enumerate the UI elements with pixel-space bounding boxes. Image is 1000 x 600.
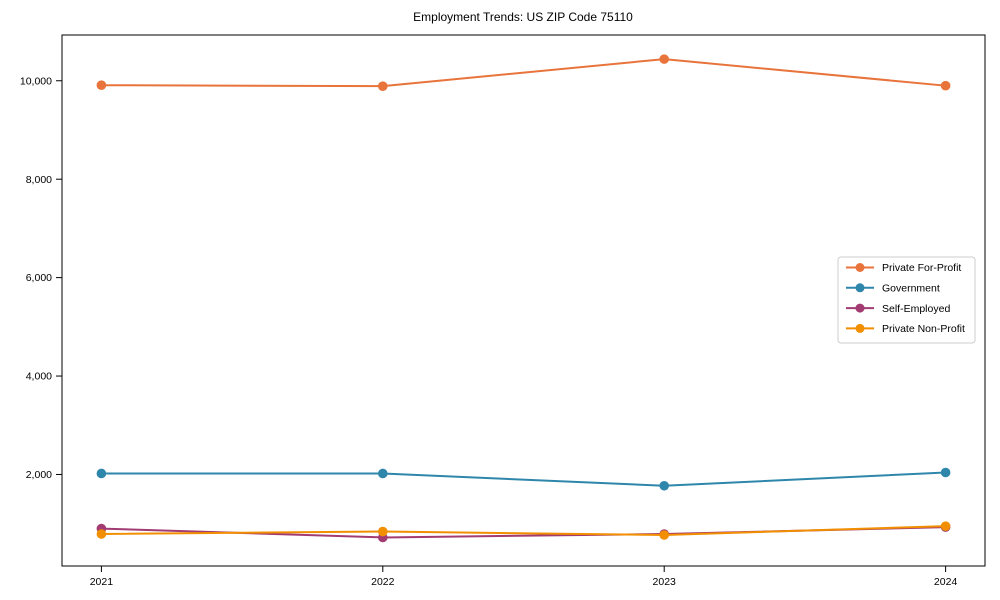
legend-item-government: Government (846, 283, 940, 295)
x-axis-tick-label: 2021 (90, 576, 114, 588)
plot-frame (61, 34, 986, 567)
legend-label-self-employed: Self-Employed (882, 303, 950, 315)
y-axis-tick-label: 8,000 (26, 174, 52, 186)
legend: Private For-Profit Government Self-Employe… (837, 256, 976, 344)
y-axis-tick-label: 4,000 (26, 371, 52, 383)
legend-box (837, 256, 976, 344)
legend-label-government: Government (882, 283, 940, 295)
series-line-private-non-profit (100, 525, 947, 536)
data-point-private-for-profit (940, 80, 951, 91)
data-point-private-for-profit (377, 81, 388, 91)
legend-dot-marker-private-for-profit (855, 263, 865, 272)
y-axis-tick-label: 10,000 (20, 75, 52, 87)
chart-title: Employment Trends: US ZIP Code 75110 (413, 10, 633, 24)
legend-item-self-employed: Self-Employed (846, 303, 950, 315)
y-axis-tick-label: 6,000 (26, 272, 52, 284)
plot-area: 2,000 4,000 6,000 8,000 10,000 2021 2022 2023 20… (20, 34, 986, 588)
legend-item-private-non-profit: Private Non-Profit (846, 323, 965, 335)
data-point-government (659, 480, 670, 491)
data-point-private-for-profit (96, 80, 107, 90)
legend-item-private-for-profit: Private For-Profit (846, 262, 961, 274)
data-point-private-non-profit (96, 529, 107, 539)
data-point-private-non-profit (940, 521, 951, 531)
data-point-private-for-profit (659, 54, 670, 64)
data-point-private-non-profit (377, 526, 388, 537)
legend-label-private-for-profit: Private For-Profit (882, 262, 961, 274)
legend-label-private-non-profit: Private Non-Profit (882, 323, 965, 335)
series-line-government (100, 471, 947, 487)
legend-dot-marker-self-employed (855, 303, 865, 313)
legend-dot-marker-private-non-profit (855, 323, 865, 333)
data-point-private-non-profit (659, 530, 670, 540)
legend-dot-marker-government (855, 283, 865, 293)
x-axis-tick-label: 2023 (653, 576, 677, 588)
data-point-government (96, 468, 107, 479)
series-line-private-for-profit (100, 58, 947, 88)
x-axis-tick-label: 2022 (371, 576, 395, 588)
y-axis-tick-label: 2,000 (26, 469, 52, 481)
data-point-government (940, 467, 951, 478)
x-axis-tick-label: 2024 (934, 576, 958, 588)
data-point-government (377, 468, 388, 479)
